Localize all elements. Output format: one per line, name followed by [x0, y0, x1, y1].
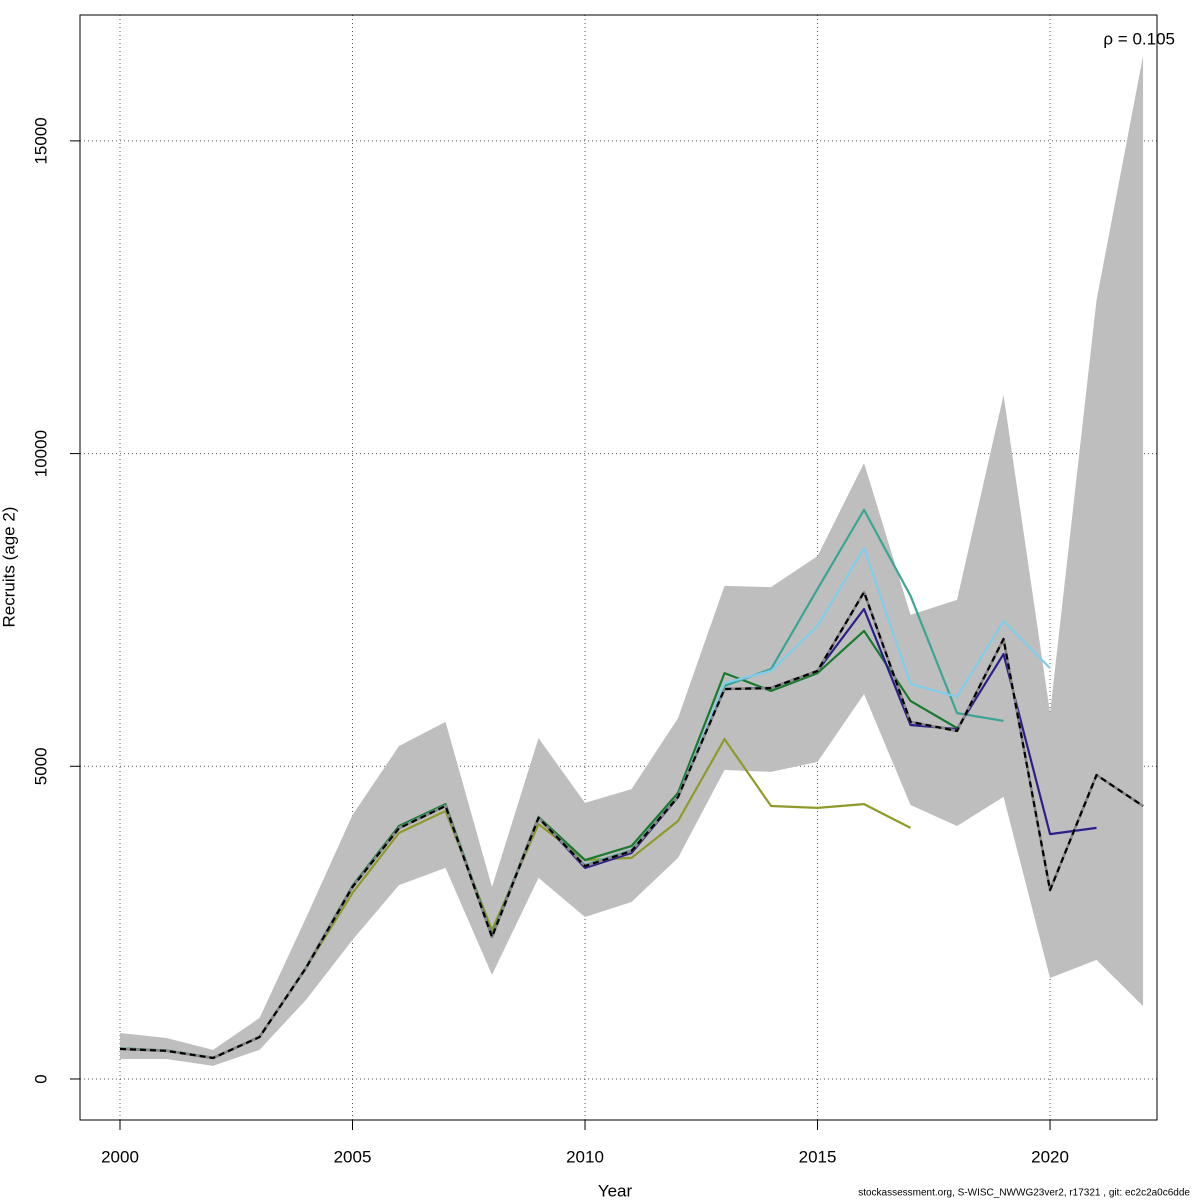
- annotation: ρ = 0.105: [1103, 29, 1175, 48]
- x-tick-label: 2020: [1031, 1147, 1069, 1166]
- x-tick-label: 2005: [334, 1147, 372, 1166]
- x-tick-label: 2010: [566, 1147, 604, 1166]
- y-tick-label: 10000: [31, 430, 50, 477]
- y-tick-label: 5000: [31, 747, 50, 785]
- x-tick-label: 2015: [799, 1147, 837, 1166]
- y-axis-label: Recruits (age 2): [0, 507, 18, 628]
- x-tick-label: 2000: [101, 1147, 139, 1166]
- confidence-band: [119, 55, 1144, 1066]
- series-line: [119, 591, 1144, 1060]
- y-tick-label: 15000: [31, 117, 50, 164]
- y-tick-label: 0: [31, 1074, 50, 1083]
- x-axis-label: Year: [598, 1181, 633, 1200]
- footer: stockassessment.org, S-WISC_NWWG23ver2, …: [858, 1188, 1190, 1199]
- plot-frame: [79, 14, 1158, 1121]
